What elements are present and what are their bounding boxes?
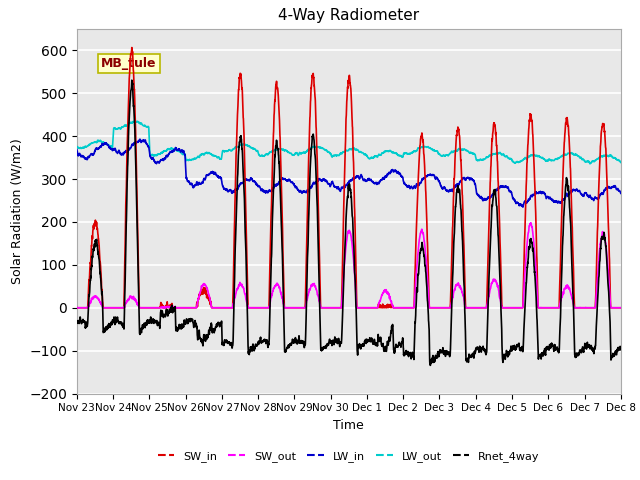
LW_out [412, 149, 419, 155]
SW_out [402, 305, 410, 311]
LW_out [565, 150, 573, 156]
LW_in [402, 182, 410, 188]
SW_in [189, 305, 197, 311]
Line: LW_in: LW_in [77, 139, 621, 207]
LW_out [225, 147, 233, 153]
Line: Rnet_4way: Rnet_4way [77, 80, 621, 365]
Line: SW_in: SW_in [77, 48, 621, 308]
SW_out [566, 285, 573, 291]
LW_in [617, 191, 625, 196]
SW_out [617, 305, 625, 311]
SW_in [73, 305, 81, 311]
LW_out [134, 119, 141, 124]
Text: MB_tule: MB_tule [101, 57, 157, 70]
LW_out [586, 161, 594, 167]
Rnet_4way [128, 77, 136, 83]
LW_in [519, 204, 527, 210]
LW_in [189, 185, 197, 191]
Title: 4-Way Radiometer: 4-Way Radiometer [278, 9, 419, 24]
SW_in [412, 259, 419, 264]
Y-axis label: Solar Radiation (W/m2): Solar Radiation (W/m2) [10, 138, 24, 284]
SW_out [225, 305, 232, 311]
SW_in [225, 305, 233, 311]
Rnet_4way [426, 362, 434, 368]
LW_in [566, 191, 573, 197]
Legend: SW_in, SW_out, LW_in, LW_out, Rnet_4way: SW_in, SW_out, LW_in, LW_out, Rnet_4way [154, 446, 544, 467]
LW_out [73, 144, 81, 149]
Rnet_4way [73, 319, 81, 325]
SW_in [566, 144, 573, 150]
LW_in [136, 136, 143, 142]
Rnet_4way [617, 347, 625, 352]
LW_in [225, 188, 233, 193]
Rnet_4way [566, 202, 573, 208]
SW_out [412, 284, 419, 290]
SW_in [402, 305, 410, 311]
LW_out [617, 159, 625, 165]
LW_in [412, 184, 419, 190]
SW_out [189, 305, 197, 311]
LW_out [402, 150, 410, 156]
LW_out [189, 156, 197, 162]
SW_out [73, 305, 81, 311]
LW_out [617, 159, 625, 165]
Rnet_4way [189, 323, 197, 328]
Rnet_4way [412, 318, 419, 324]
SW_in [617, 305, 625, 311]
SW_in [426, 305, 433, 311]
SW_in [617, 305, 625, 311]
SW_out [617, 305, 625, 311]
Line: SW_out: SW_out [77, 223, 621, 308]
Rnet_4way [617, 346, 625, 351]
LW_in [617, 191, 625, 196]
LW_in [73, 147, 81, 153]
Line: LW_out: LW_out [77, 121, 621, 164]
Rnet_4way [225, 340, 233, 346]
X-axis label: Time: Time [333, 419, 364, 432]
Rnet_4way [402, 348, 410, 354]
SW_out [527, 220, 535, 226]
SW_out [389, 305, 397, 311]
SW_in [128, 45, 136, 50]
